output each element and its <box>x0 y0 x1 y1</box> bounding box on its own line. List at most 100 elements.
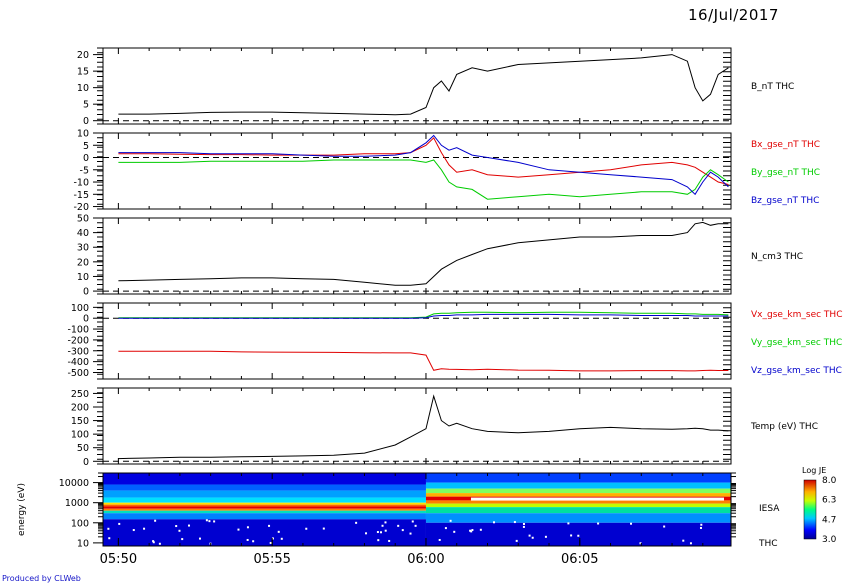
noise-pixel <box>544 535 547 538</box>
noise-pixel <box>252 540 255 543</box>
series-label: Vz_gse_km_sec THC <box>751 366 842 376</box>
noise-pixel <box>280 537 283 540</box>
noise-pixel <box>699 526 702 529</box>
noise-pixel <box>246 526 249 529</box>
series-label: B_nT THC <box>751 82 794 92</box>
x-tick-label: 05:50 <box>100 552 137 567</box>
noise-pixel <box>237 528 240 531</box>
series-line <box>118 159 729 200</box>
y-tick-label: 5 <box>83 141 89 152</box>
noise-pixel <box>208 520 211 523</box>
panel-frame <box>102 302 732 380</box>
noise-pixel <box>522 525 525 528</box>
noise-pixel <box>132 529 135 532</box>
series-label: By_gse_nT THC <box>751 168 820 178</box>
y-tick-label: 100 <box>71 430 89 441</box>
spectrogram-band <box>103 510 426 514</box>
y-tick-label: 200 <box>71 403 89 414</box>
y-tick-label: -400 <box>67 357 89 368</box>
panel-frame <box>102 387 732 465</box>
spectrogram <box>103 473 731 546</box>
noise-pixel <box>355 521 358 524</box>
y-tick-label: 40 <box>77 228 89 239</box>
panel-frame <box>102 132 732 210</box>
series-label: N_cm3 THC <box>751 252 803 262</box>
series-line <box>118 350 729 372</box>
noise-pixel <box>305 527 308 530</box>
noise-pixel <box>515 539 518 542</box>
noise-pixel <box>181 538 184 541</box>
y-tick-label: 10000 <box>59 478 89 489</box>
spectrogram-band <box>103 484 426 491</box>
noise-pixel <box>682 539 685 542</box>
y-tick-label: 15 <box>77 67 89 78</box>
y-tick-label: 1000 <box>65 498 89 509</box>
spectrogram-band <box>103 473 426 485</box>
spectrogram-band <box>103 502 426 505</box>
y-tick-label: 100 <box>71 303 89 314</box>
noise-pixel <box>414 524 417 527</box>
y-tick-label: 100 <box>71 518 89 529</box>
noise-pixel <box>271 537 274 540</box>
noise-pixel <box>269 541 272 544</box>
y-tick-label: -15 <box>73 190 89 201</box>
noise-pixel <box>178 529 181 532</box>
spectrogram-band <box>425 513 731 523</box>
series-line <box>118 394 729 460</box>
noise-pixel <box>388 539 391 542</box>
noise-pixel <box>322 527 325 530</box>
series-line <box>118 313 729 319</box>
noise-pixel <box>411 520 414 523</box>
noise-pixel <box>597 522 600 525</box>
date-label: 16/Jul/2017 <box>688 6 779 24</box>
instrument-label: IESA <box>759 504 780 514</box>
probe-label: THC <box>758 539 778 549</box>
y-tick-label: -5 <box>80 165 89 176</box>
spectrogram-band <box>103 504 426 507</box>
noise-pixel <box>277 530 280 533</box>
y-tick-label: 30 <box>77 243 89 254</box>
panel-frame <box>102 217 732 295</box>
y-tick-label: 20 <box>77 257 89 268</box>
noise-pixel <box>198 537 201 540</box>
spectrogram-band <box>103 519 426 546</box>
spectrogram-band <box>103 506 426 509</box>
series-label: Temp (eV) THC <box>750 422 818 432</box>
noise-pixel <box>639 542 642 545</box>
noise-pixel <box>470 530 473 533</box>
noise-pixel <box>384 529 387 532</box>
y-tick-label: -500 <box>67 368 89 379</box>
y-tick-label: -100 <box>67 325 89 336</box>
y-tick-label: 250 <box>71 389 89 400</box>
noise-pixel <box>577 534 580 537</box>
spectrogram-band <box>425 488 731 494</box>
noise-pixel <box>213 520 216 523</box>
y-tick-label: 0 <box>83 116 89 127</box>
y-tick-label: -300 <box>67 346 89 357</box>
noise-pixel <box>118 522 121 525</box>
noise-pixel <box>479 528 482 531</box>
spectrogram-band <box>103 513 426 520</box>
panel-frame <box>102 472 732 547</box>
noise-pixel <box>384 521 387 524</box>
y-tick-label: 150 <box>71 416 89 427</box>
noise-pixel <box>188 524 191 527</box>
spectrogram-band <box>103 508 426 511</box>
noise-pixel <box>377 539 380 542</box>
series-label: Bx_gse_nT THC <box>751 140 820 150</box>
noise-pixel <box>449 519 452 522</box>
noise-pixel <box>175 525 178 528</box>
spectrogram-band <box>103 490 426 498</box>
noise-pixel <box>409 532 412 535</box>
series-line <box>118 54 729 116</box>
y-tick-label: 5 <box>83 100 89 111</box>
noise-pixel <box>154 519 157 522</box>
y-tick-label: 0 <box>83 153 89 164</box>
spectrogram-band <box>425 507 731 514</box>
y-tick-label: 10 <box>77 272 89 283</box>
spectrogram-band <box>425 503 731 508</box>
spectrogram-gap <box>470 497 724 501</box>
noise-pixel <box>397 524 400 527</box>
noise-pixel <box>453 530 456 533</box>
colorbar-tick-label: 4.7 <box>822 515 836 525</box>
